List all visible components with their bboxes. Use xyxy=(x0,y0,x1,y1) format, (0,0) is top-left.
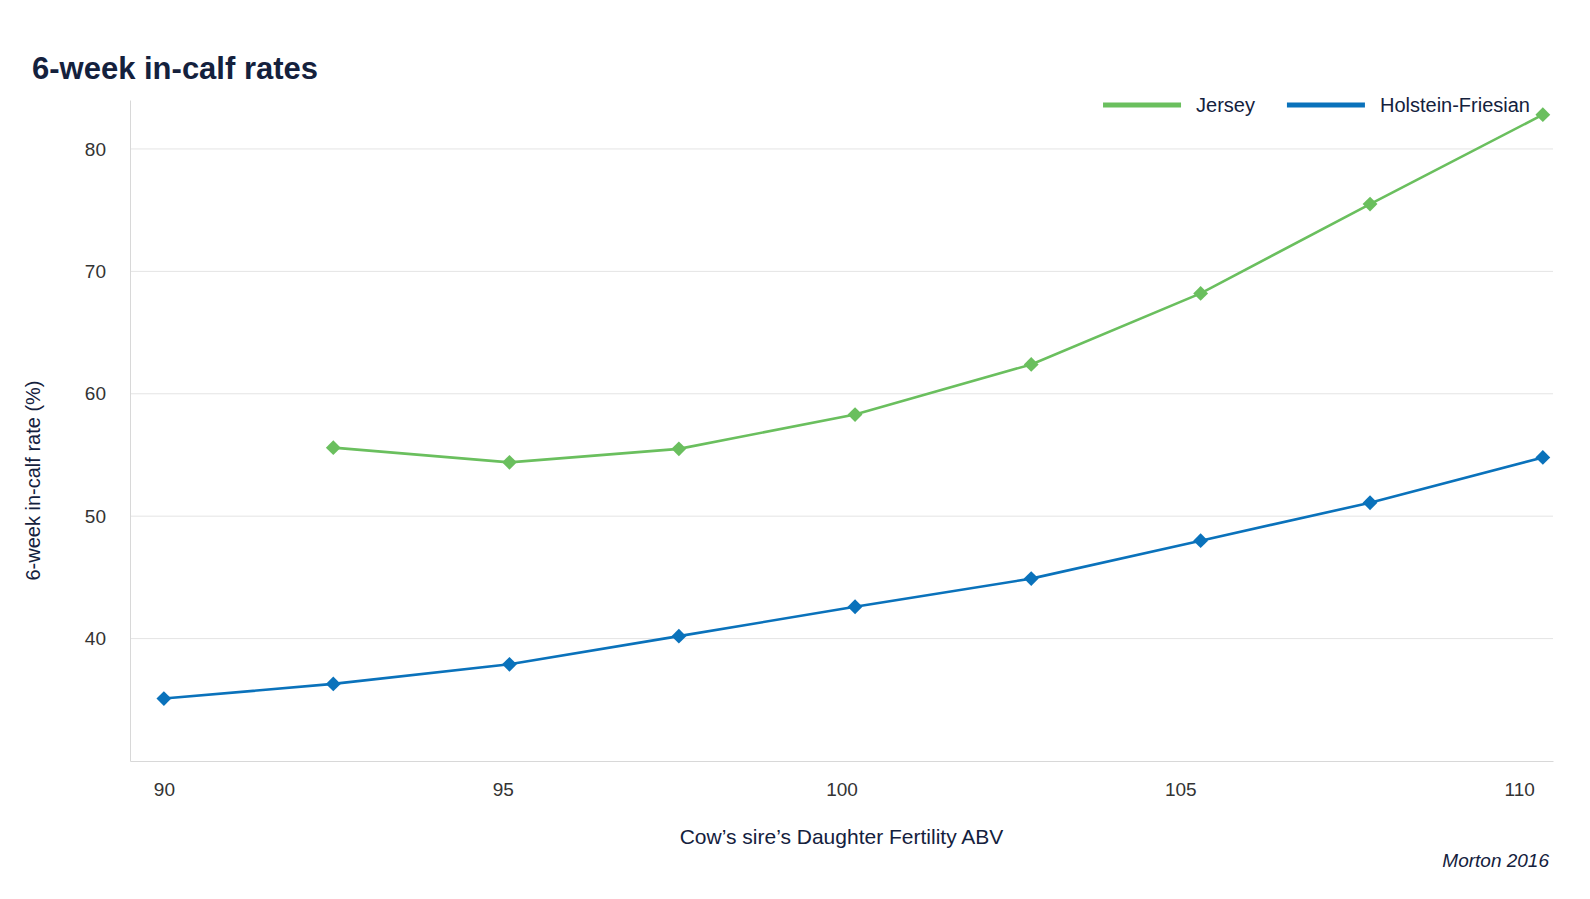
marker xyxy=(848,407,863,422)
y-tick: 70 xyxy=(85,261,130,282)
marker xyxy=(156,691,171,706)
grid xyxy=(130,149,1553,639)
marker xyxy=(1363,495,1378,510)
marker xyxy=(1363,197,1378,212)
marker xyxy=(1193,286,1208,301)
y-tick-label: 50 xyxy=(85,506,106,527)
y-tick: 40 xyxy=(85,628,130,649)
x-tick-label: 110 xyxy=(1504,779,1534,800)
grid-line xyxy=(130,271,1553,272)
y-tick-label: 80 xyxy=(85,139,106,160)
marker xyxy=(1024,571,1039,586)
title: 6-week in-calf rates xyxy=(32,51,318,86)
marker xyxy=(1024,357,1039,372)
x-axis-line xyxy=(131,761,1554,762)
legend-label: Holstein-Friesian xyxy=(1380,94,1530,116)
y-tick: 60 xyxy=(85,383,130,404)
marker xyxy=(326,676,341,691)
y-tick: 80 xyxy=(85,139,130,160)
plot-area xyxy=(156,107,1550,706)
legend-swatch xyxy=(1287,103,1365,108)
y-axis-line xyxy=(130,101,131,762)
x-tick: 110 xyxy=(1504,761,1534,800)
marker xyxy=(671,441,686,456)
grid-line xyxy=(130,638,1553,639)
grid-line xyxy=(130,516,1553,517)
series-line xyxy=(164,457,1543,698)
x-tick: 95 xyxy=(493,761,514,800)
x-axis: 90 95 100 105 110 xyxy=(131,761,1554,800)
x-tick-label: 90 xyxy=(154,779,175,800)
y-axis-label: 6-week in-calf rate (%) xyxy=(22,380,44,580)
x-tick: 100 xyxy=(826,761,858,800)
marker xyxy=(671,629,686,644)
x-axis-label: Cow’s sire’s Daughter Fertility ABV xyxy=(680,825,1004,848)
x-tick: 105 xyxy=(1165,761,1197,800)
y-axis: 40 50 60 70 80 xyxy=(85,101,131,762)
marker xyxy=(1535,450,1550,465)
y-tick-label: 70 xyxy=(85,261,106,282)
x-tick: 90 xyxy=(154,761,175,800)
y-tick-label: 60 xyxy=(85,383,106,404)
x-tick-label: 100 xyxy=(826,779,858,800)
y-tick-label: 40 xyxy=(85,628,106,649)
marker xyxy=(848,599,863,614)
legend-swatch xyxy=(1103,103,1181,108)
grid-line xyxy=(130,148,1553,149)
marker xyxy=(1535,107,1550,122)
legend: Jersey Holstein-Friesian xyxy=(1103,94,1530,116)
marker xyxy=(326,440,341,455)
marker xyxy=(1193,533,1208,548)
chart: 90 95 100 105 110 40 50 60 70 80 6-week in-calf ra… xyxy=(0,0,1590,899)
annotation: Morton 2016 xyxy=(1442,850,1549,871)
grid-line xyxy=(130,393,1553,394)
marker xyxy=(502,455,517,470)
legend-label: Jersey xyxy=(1196,94,1255,116)
x-tick-label: 105 xyxy=(1165,779,1197,800)
x-tick-label: 95 xyxy=(493,779,514,800)
marker xyxy=(502,657,517,672)
y-tick: 50 xyxy=(85,506,130,527)
series-line xyxy=(333,115,1543,463)
